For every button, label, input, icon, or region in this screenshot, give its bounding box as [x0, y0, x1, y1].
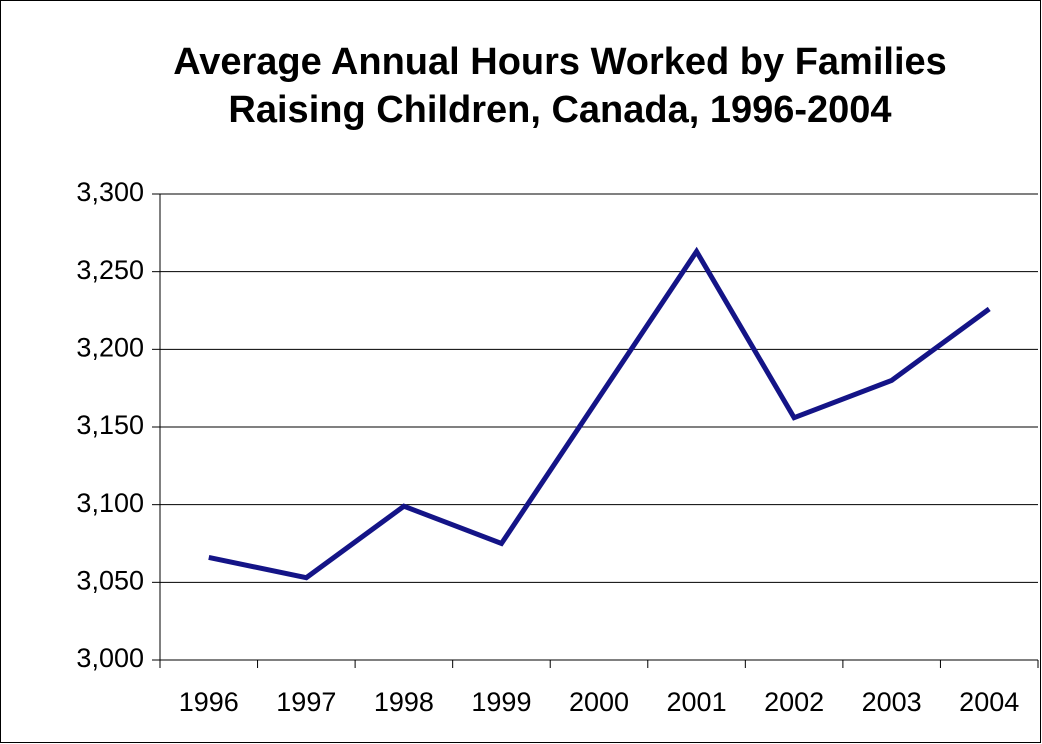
x-tick-label: 1998 — [374, 687, 434, 717]
x-tick-label: 1999 — [471, 687, 531, 717]
y-tick-label: 3,250 — [76, 255, 144, 285]
y-tick-label: 3,100 — [76, 488, 144, 518]
x-tick-label: 2002 — [764, 687, 824, 717]
data-line — [208, 246, 991, 581]
y-tick-label: 3,150 — [76, 410, 144, 440]
x-tick-label: 2001 — [667, 687, 727, 717]
x-tick-label: 1997 — [276, 687, 336, 717]
y-tick-label: 3,200 — [76, 332, 144, 362]
x-tick-label: 2004 — [959, 687, 1019, 717]
x-tick-label: 2000 — [569, 687, 629, 717]
y-tick-label: 3,000 — [76, 643, 144, 673]
x-tick-label: 2003 — [862, 687, 922, 717]
y-tick-label: 3,300 — [76, 177, 144, 207]
x-tick-label: 1996 — [179, 687, 239, 717]
chart-title: Average Annual Hours Worked by Families … — [173, 41, 947, 131]
y-tick-label: 3,050 — [76, 565, 144, 595]
